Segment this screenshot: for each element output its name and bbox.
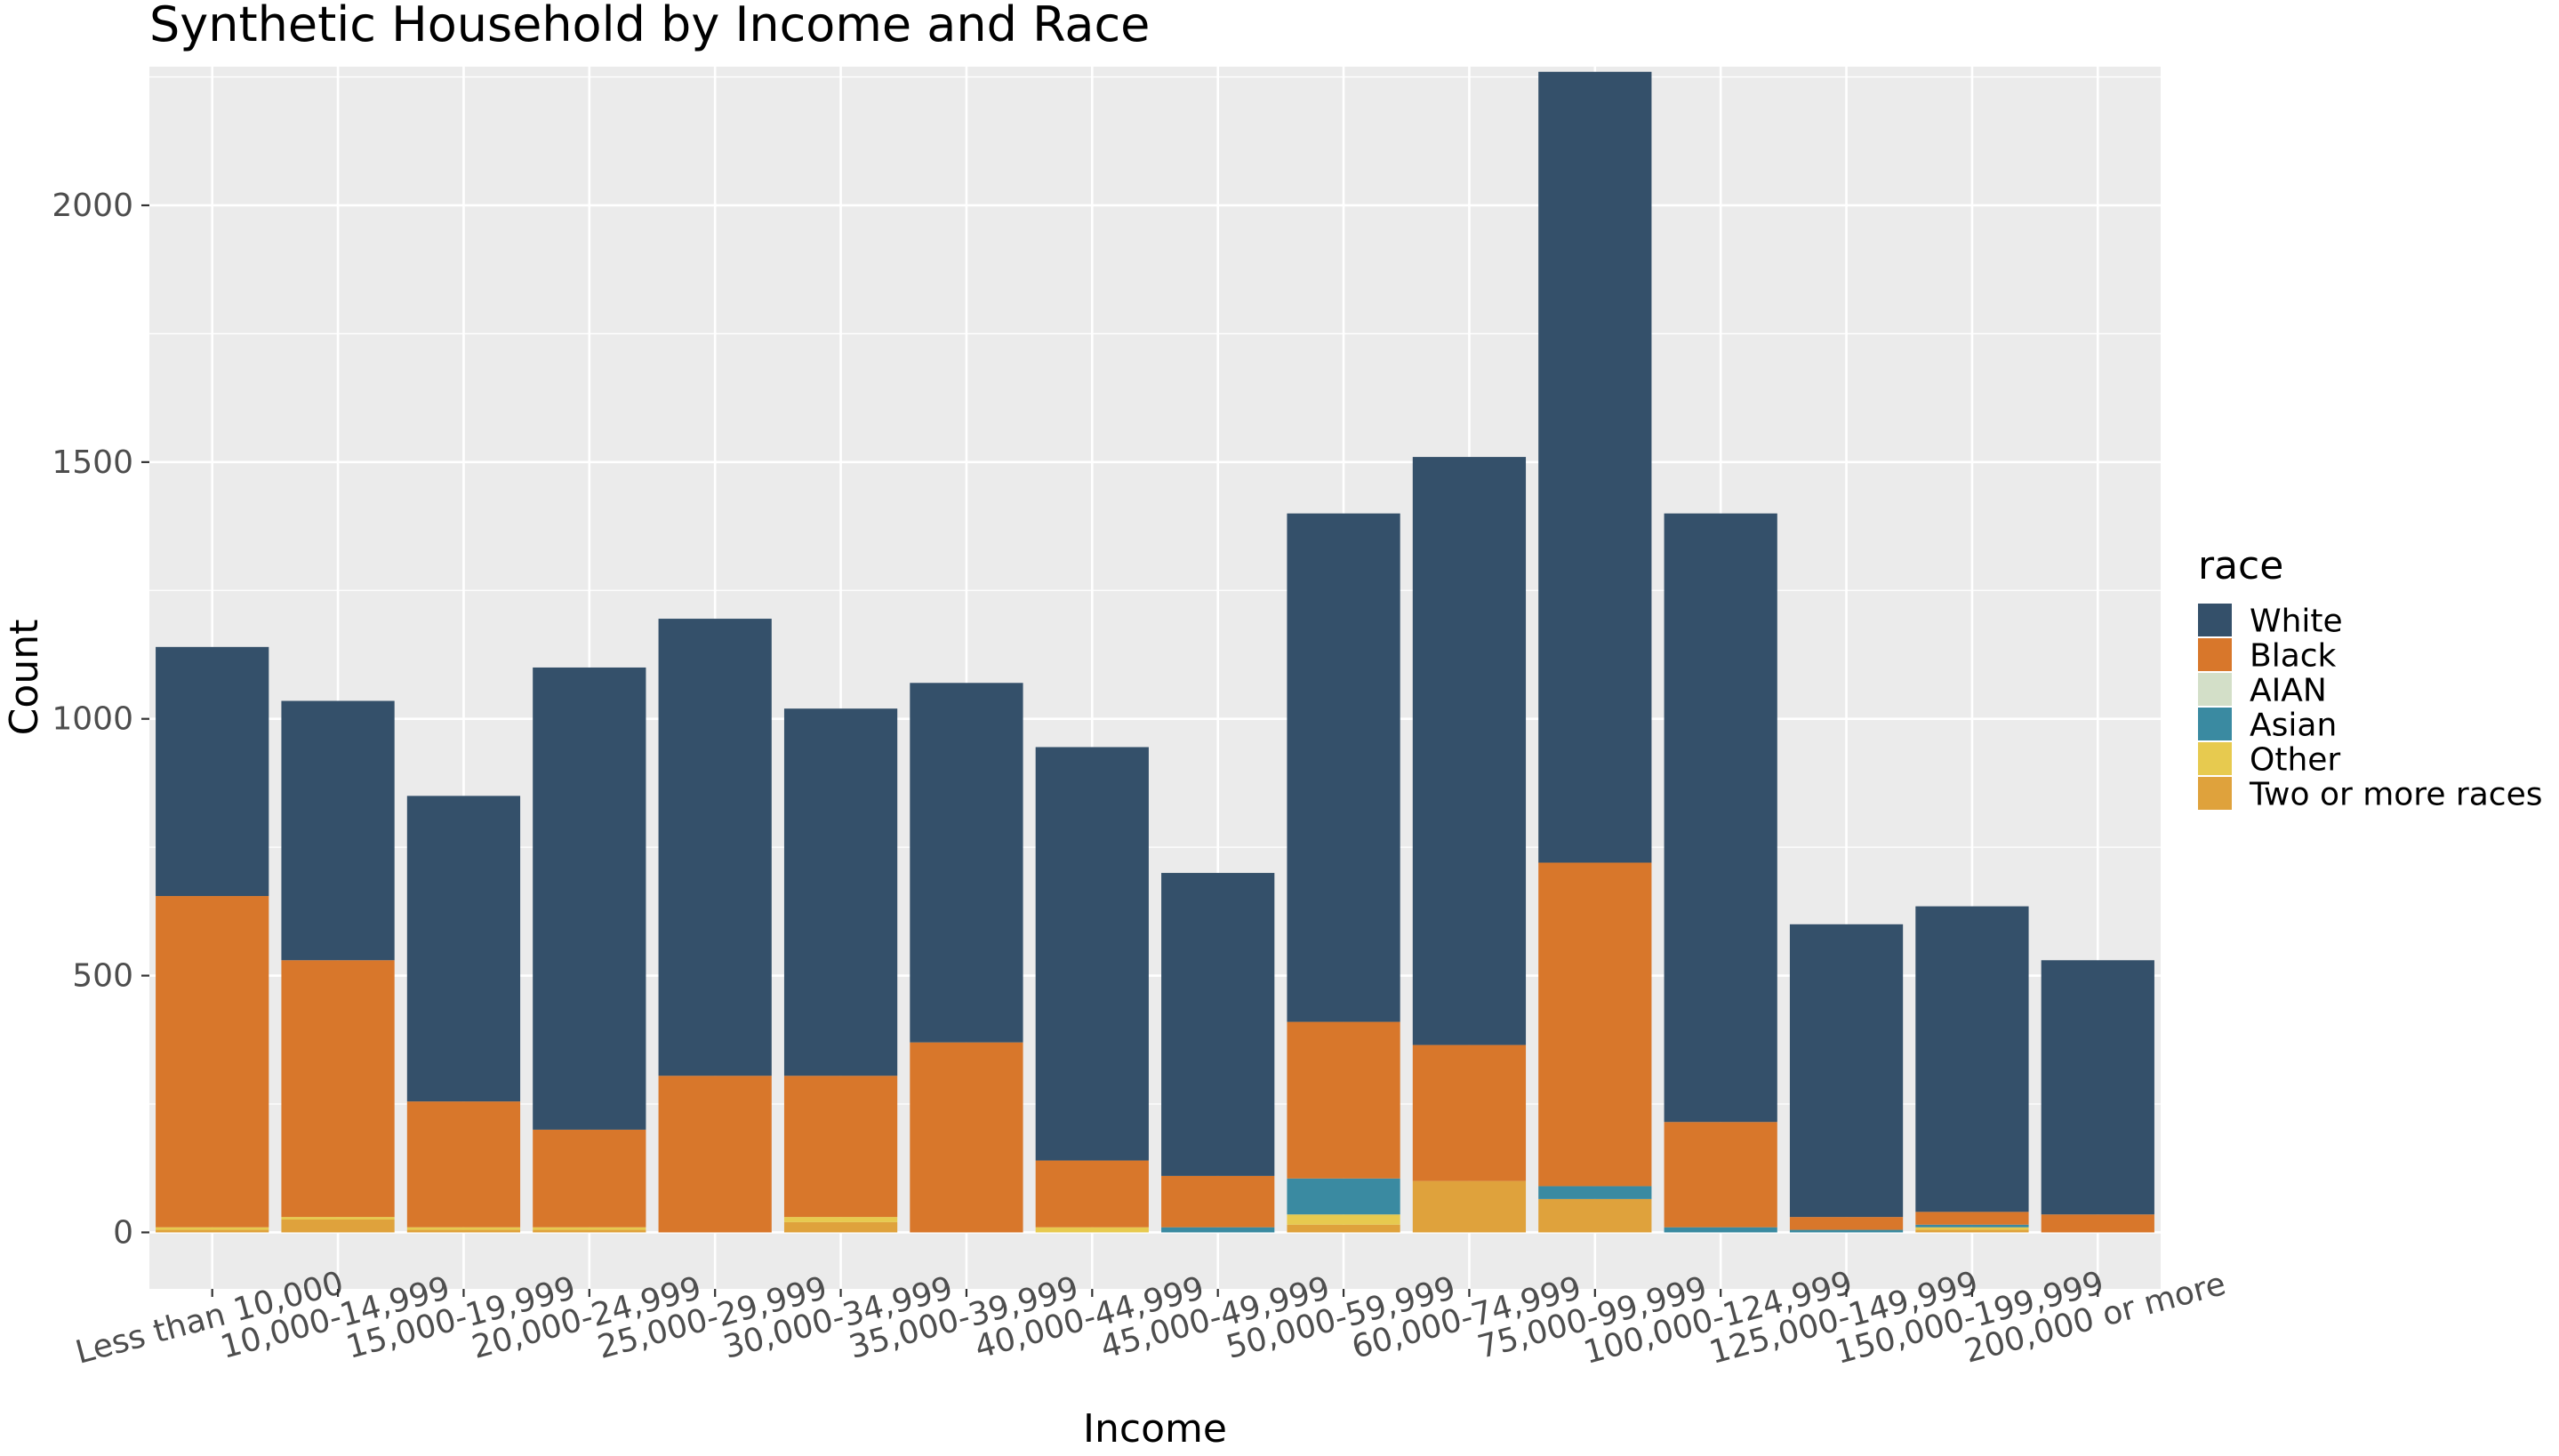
bar-segment-asian	[1287, 1178, 1400, 1215]
bar-segment-two-or-more-races	[533, 1229, 646, 1233]
bar-segment-white	[1035, 747, 1149, 1161]
bar-segment-two-or-more-races	[156, 1229, 269, 1233]
bar-segment-white	[533, 667, 646, 1130]
bar-segment-asian	[1538, 1186, 1652, 1199]
bar-segment-white	[658, 619, 772, 1076]
bar-segment-other	[156, 1227, 269, 1230]
legend-title: race	[2198, 543, 2283, 588]
bar-segment-white	[1789, 924, 1904, 1218]
bar-segment-other	[1287, 1214, 1400, 1225]
legend-label: Two or more races	[2249, 777, 2542, 813]
bar-segment-black	[1915, 1212, 2029, 1225]
y-tick-label: 1500	[52, 444, 133, 481]
bar-segment-white	[1161, 873, 1275, 1176]
bar-segment-two-or-more-races	[1287, 1224, 1400, 1233]
legend-label: Asian	[2250, 708, 2337, 744]
bar-segment-black	[658, 1076, 772, 1233]
bar-segment-two-or-more-races	[406, 1229, 521, 1233]
legend-label: Other	[2250, 742, 2340, 779]
bar-segment-black	[1412, 1044, 1527, 1181]
x-axis-title: Income	[1083, 1406, 1227, 1452]
y-tick-label: 1000	[52, 701, 133, 738]
legend-key	[2198, 604, 2232, 636]
y-tick-label: 2000	[52, 188, 133, 224]
bar-segment-black	[1161, 1175, 1275, 1228]
bar-segment-other	[406, 1227, 521, 1230]
bar-segment-asian	[1664, 1227, 1777, 1233]
legend-key	[2198, 742, 2232, 775]
bar-segment-white	[406, 796, 521, 1102]
bar-segment-black	[783, 1076, 898, 1218]
bar-segment-black	[1287, 1021, 1400, 1179]
bar-segment-white	[2041, 960, 2154, 1215]
bar-segment-white	[1538, 71, 1652, 863]
bar-segment-black	[2041, 1214, 2154, 1233]
bar-segment-white	[1664, 513, 1777, 1123]
y-tick-label: 500	[72, 958, 133, 995]
bar-segment-black	[910, 1042, 1023, 1233]
bar-segment-asian	[1915, 1224, 2029, 1228]
bar-segment-two-or-more-races	[1412, 1180, 1527, 1233]
bar-segment-white	[156, 646, 269, 897]
y-axis: 0 500 1000 1500 2000	[52, 188, 149, 1251]
y-axis-title: Count	[2, 620, 47, 736]
legend-key	[2198, 673, 2232, 706]
bar-segment-black	[1789, 1217, 1904, 1230]
bar-segment-two-or-more-races	[281, 1220, 395, 1233]
bar-segment-black	[156, 896, 269, 1228]
bars	[156, 71, 2154, 1233]
bar-segment-asian	[1789, 1229, 1904, 1233]
legend-label: Black	[2250, 638, 2337, 675]
bar-segment-two-or-more-races	[1538, 1198, 1652, 1233]
legend-label: White	[2250, 604, 2343, 640]
bar-segment-black	[406, 1101, 521, 1228]
bar-segment-white	[783, 708, 898, 1076]
bar-segment-two-or-more-races	[783, 1221, 898, 1233]
legend-key	[2198, 708, 2232, 740]
bar-segment-other	[783, 1217, 898, 1222]
bar-segment-asian	[1161, 1227, 1275, 1233]
bar-segment-white	[910, 683, 1023, 1043]
legend-key	[2198, 638, 2232, 671]
bar-segment-black	[1035, 1160, 1149, 1228]
bar-segment-other	[281, 1217, 395, 1220]
bar-segment-other	[1035, 1227, 1149, 1233]
bar-segment-other	[1915, 1227, 2029, 1230]
bar-segment-black	[533, 1129, 646, 1228]
y-tick-label: 0	[113, 1214, 133, 1251]
bar-segment-black	[1538, 862, 1652, 1187]
bar-segment-other	[533, 1227, 646, 1230]
bar-segment-white	[1287, 513, 1400, 1022]
chart-title: Synthetic Household by Income and Race	[149, 0, 1150, 52]
bar-segment-white	[1915, 906, 2029, 1212]
legend-key	[2198, 777, 2232, 810]
bar-segment-white	[1412, 457, 1527, 1045]
bar-segment-black	[1664, 1122, 1777, 1228]
bar-segment-two-or-more-races	[1915, 1229, 2029, 1233]
bar-segment-white	[281, 700, 395, 961]
bar-segment-black	[281, 960, 395, 1218]
legend-label: AIAN	[2250, 673, 2327, 709]
